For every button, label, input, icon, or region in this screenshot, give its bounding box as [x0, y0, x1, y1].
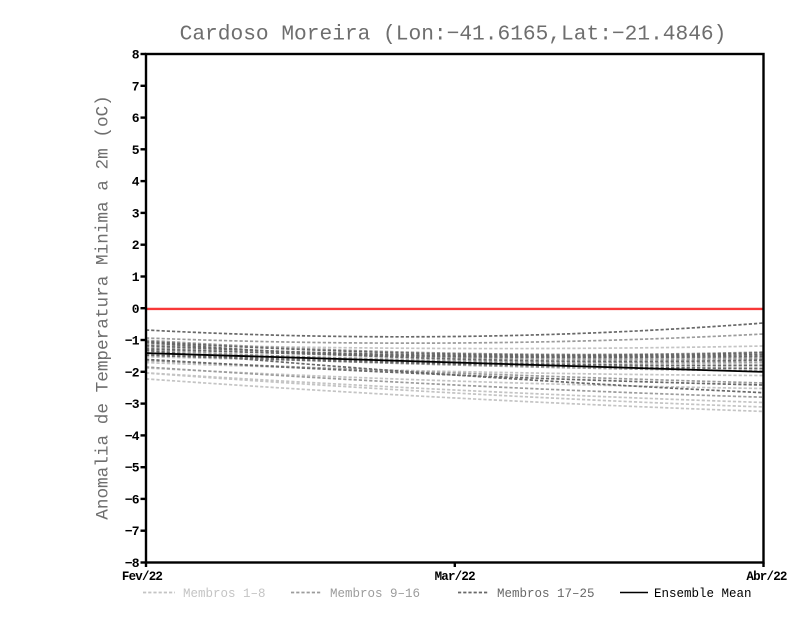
- svg-text:Fev/22: Fev/22: [122, 570, 163, 584]
- svg-text:Abr/22: Abr/22: [746, 570, 787, 584]
- svg-text:4: 4: [132, 175, 140, 190]
- svg-text:Mar/22: Mar/22: [435, 570, 476, 584]
- svg-text:3: 3: [132, 206, 140, 221]
- svg-text:Ensemble Mean: Ensemble Mean: [654, 587, 752, 601]
- svg-text:Membros 9–16: Membros 9–16: [330, 587, 420, 601]
- svg-text:−6: −6: [125, 492, 140, 507]
- svg-text:−4: −4: [125, 429, 140, 444]
- svg-text:−3: −3: [125, 397, 140, 412]
- svg-text:1: 1: [132, 270, 140, 285]
- svg-text:−7: −7: [125, 524, 139, 539]
- svg-text:Cardoso Moreira (Lon:−41.6165,: Cardoso Moreira (Lon:−41.6165,Lat:−21.48…: [180, 23, 727, 47]
- svg-text:−8: −8: [125, 556, 140, 571]
- svg-text:8: 8: [132, 48, 140, 63]
- svg-text:−5: −5: [125, 461, 140, 476]
- svg-text:Membros 1–8: Membros 1–8: [183, 587, 266, 601]
- svg-text:5: 5: [132, 143, 140, 158]
- svg-text:7: 7: [132, 79, 139, 94]
- svg-text:Anomalia de Temperatura Minima: Anomalia de Temperatura Minima a 2m (oC): [94, 95, 114, 520]
- svg-text:2: 2: [132, 238, 140, 253]
- svg-text:Membros 17–25: Membros 17–25: [497, 587, 595, 601]
- svg-text:6: 6: [132, 111, 140, 126]
- svg-text:0: 0: [132, 302, 140, 317]
- svg-text:−1: −1: [125, 334, 140, 349]
- svg-text:−2: −2: [125, 365, 140, 380]
